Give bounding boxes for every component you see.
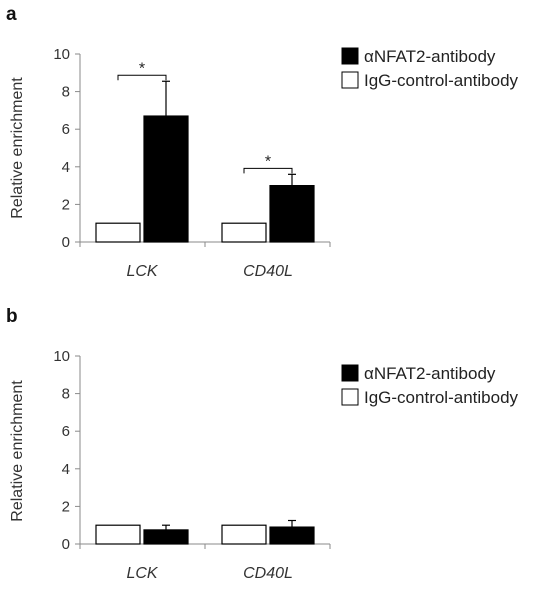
bars xyxy=(95,80,315,243)
category-label: LCK xyxy=(126,263,158,280)
bar-nfat2 xyxy=(269,185,315,243)
bar-nfat2 xyxy=(143,529,189,545)
significance-bracket xyxy=(117,74,167,81)
panel-a: a Relative enrichment 0 2 4 6 8 10 LCK CD40L *… xyxy=(6,4,519,280)
y-tick-label: 6 xyxy=(62,121,70,138)
y-axis-label: Relative enrichment xyxy=(9,77,26,219)
y-tick-label: 10 xyxy=(53,46,70,63)
category-labels: LCK CD40L xyxy=(126,263,292,280)
bar-igg xyxy=(95,222,141,243)
y-tick-label: 8 xyxy=(62,386,70,403)
legend-swatch xyxy=(341,364,359,382)
y-tick-label: 0 xyxy=(62,234,70,251)
y-axis-label: Relative enrichment xyxy=(9,380,26,522)
significance-markers: ** xyxy=(117,60,293,174)
category-labels: LCK CD40L xyxy=(126,565,292,582)
category-label: CD40L xyxy=(243,263,293,280)
legend-swatch xyxy=(341,47,359,65)
significance-star: * xyxy=(265,153,271,170)
legend: αNFAT2-antibody IgG-control-antibody xyxy=(341,364,519,407)
y-tick-label: 6 xyxy=(62,423,70,440)
bar-igg xyxy=(221,524,267,545)
panel-label: b xyxy=(6,306,18,327)
legend-label: IgG-control-antibody xyxy=(364,388,519,407)
y-tick-label: 0 xyxy=(62,536,70,553)
bar-nfat2 xyxy=(143,115,189,243)
bars xyxy=(95,519,315,545)
panel-label: a xyxy=(6,4,17,25)
legend-label: αNFAT2-antibody xyxy=(364,47,496,66)
significance-star: * xyxy=(139,60,145,77)
legend-label: IgG-control-antibody xyxy=(364,71,519,90)
panel-b: b Relative enrichment 0 2 4 6 8 10 LCK CD40L α… xyxy=(6,306,519,582)
category-label: LCK xyxy=(126,565,158,582)
y-tick-label: 4 xyxy=(62,461,70,478)
bar-igg xyxy=(221,222,267,243)
bar-nfat2 xyxy=(269,526,315,545)
y-tick-label: 8 xyxy=(62,84,70,101)
axes: 0 2 4 6 8 10 xyxy=(53,348,331,553)
significance-bracket xyxy=(243,167,293,174)
legend-swatch xyxy=(341,388,359,406)
legend-label: αNFAT2-antibody xyxy=(364,364,496,383)
y-tick-label: 2 xyxy=(62,498,70,515)
y-tick-label: 2 xyxy=(62,196,70,213)
y-tick-label: 10 xyxy=(53,348,70,365)
bar-igg xyxy=(95,524,141,545)
y-tick-label: 4 xyxy=(62,159,70,176)
legend: αNFAT2-antibody IgG-control-antibody xyxy=(341,47,519,90)
legend-swatch xyxy=(341,71,359,89)
category-label: CD40L xyxy=(243,565,293,582)
